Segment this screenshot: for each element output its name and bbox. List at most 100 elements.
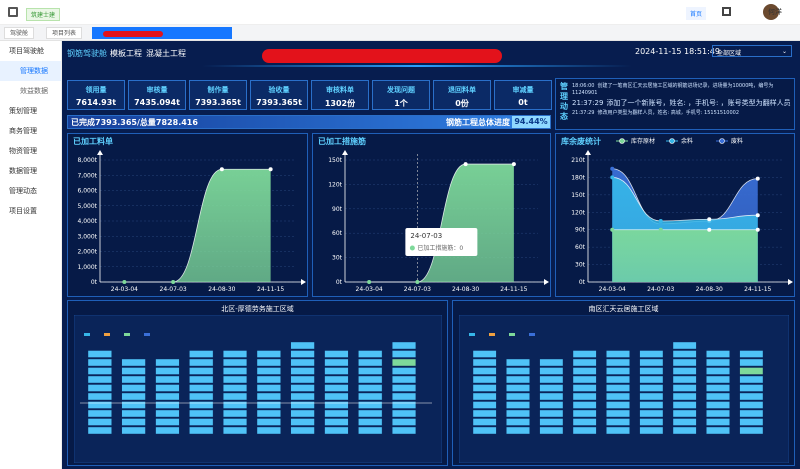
y-tick-label: 4,000t <box>77 218 97 225</box>
legend-swatch <box>124 333 130 336</box>
redaction <box>262 49 502 63</box>
zone-cell <box>392 418 417 426</box>
zone-cell <box>324 418 349 426</box>
zone-cell <box>121 384 146 392</box>
avatar[interactable] <box>763 4 779 20</box>
menu-item[interactable]: 策划管理 <box>9 107 37 115</box>
nav-item[interactable]: 模板工程 <box>110 49 142 58</box>
y-tick-label: 90t <box>575 227 586 234</box>
zone-cell <box>606 392 630 401</box>
menu-icon[interactable] <box>8 7 18 17</box>
zone-cell <box>324 350 349 358</box>
zone-cell <box>506 426 530 435</box>
zone-cell <box>189 384 214 392</box>
zone-cell <box>121 358 146 367</box>
zone-cell <box>739 426 764 435</box>
stat-label: 审核量 <box>146 86 168 94</box>
user-name[interactable]: 何洋 <box>768 8 782 16</box>
zone-cell <box>87 384 112 392</box>
zone-cell <box>87 358 112 367</box>
data-point <box>219 167 224 172</box>
zone-cell <box>739 418 764 426</box>
region-select[interactable]: 全部区域 ⌄ <box>712 45 792 57</box>
x-tick-label: 24-08-30 <box>696 286 723 293</box>
series-line <box>124 168 271 283</box>
zone-cell <box>290 375 315 384</box>
legend-dot <box>619 138 625 144</box>
legend-swatch <box>529 333 535 336</box>
zone-cell <box>121 409 146 418</box>
zone-cell <box>358 392 383 401</box>
zone-cell <box>392 358 417 367</box>
zone-cell <box>256 409 281 418</box>
zone-cell <box>572 367 597 375</box>
region-label: 全部区域 <box>717 50 742 57</box>
home-button[interactable]: 首页 <box>686 7 707 20</box>
zone-grid <box>74 315 442 463</box>
zone-cell <box>324 409 349 418</box>
zone-cell <box>324 375 349 384</box>
y-tick-label: 8,000t <box>77 157 97 164</box>
tab[interactable]: 驾驶舱 <box>4 27 35 39</box>
zone-cell <box>639 409 664 418</box>
menu-item[interactable]: 商务管理 <box>9 127 37 135</box>
menu-item[interactable]: 效益数据 <box>20 87 48 95</box>
data-point <box>658 227 663 232</box>
legend-swatch <box>509 333 515 336</box>
zone-cell <box>324 401 349 409</box>
zone-cell <box>672 401 697 409</box>
x-tick-label: 24-11-15 <box>257 286 284 293</box>
tooltip-text: 已加工措施筋：0 <box>417 244 463 252</box>
nav-item[interactable]: 混凝土工程 <box>146 49 186 58</box>
legend-dot <box>669 138 675 144</box>
zone-cell <box>506 392 530 401</box>
y-axis-arrow <box>342 150 348 155</box>
zone-cell <box>256 375 281 384</box>
news-text: 修改用户类型为翻样人员，姓名: 高城，手机号: 15151510002 <box>597 110 740 116</box>
sidebar: 项目驾驶舱管理数据效益数据策划管理商务管理物资管理数据管理管理动态项目设置 <box>0 41 62 469</box>
zone-cell <box>121 418 146 426</box>
zone-cell <box>256 358 281 367</box>
zone-cell <box>672 384 697 392</box>
zone-cell <box>706 409 730 418</box>
nav-item[interactable]: 钢筋驾驶舱 <box>67 49 107 58</box>
zone-cell <box>606 384 630 392</box>
menu-item[interactable]: 数据管理 <box>9 167 37 175</box>
chart-title: 已加工措施筋 <box>318 136 366 146</box>
chart: 已加工料单 0t 1,000t 2,000t 3,000t 4,000t 5,000t 6,0… <box>73 136 306 293</box>
zone-cell <box>222 384 248 392</box>
zone-cell <box>87 401 112 409</box>
menu-item[interactable]: 管理动态 <box>9 187 37 195</box>
chart: 库余废统计 0t 30t 60t 90t 120t 150t 180t 210t 24-03-04… <box>561 136 793 293</box>
y-tick-label: 7,000t <box>77 172 97 179</box>
news-item: 18:06:00 创建了一笔南区汇天云居施工区域的钢筋进场记录，进场量为10000… <box>572 83 792 97</box>
tab-active[interactable] <box>92 27 232 39</box>
zone-cell <box>639 375 664 384</box>
x-tick-label: 24-11-15 <box>744 286 771 293</box>
series-line <box>369 163 514 283</box>
zone-cell <box>392 350 417 358</box>
stat-value: 7435.094t <box>134 98 180 107</box>
zone-cell <box>572 375 597 384</box>
menu-item[interactable]: 管理数据 <box>0 61 61 81</box>
legend-swatch <box>84 333 90 336</box>
zone-cell <box>222 367 248 375</box>
zone-cell <box>189 367 214 375</box>
menu-item[interactable]: 项目驾驶舱 <box>9 47 44 55</box>
menu-item[interactable]: 项目设置 <box>9 207 37 215</box>
zone-cell <box>739 358 764 367</box>
tab[interactable]: 项目列表 <box>46 27 83 39</box>
zone-cell <box>222 392 248 401</box>
zone-cell <box>706 392 730 401</box>
zone-cell <box>506 384 530 392</box>
y-tick-label: 120t <box>571 209 585 216</box>
zone-cell <box>506 367 530 375</box>
tab-bar: 驾驶舱 项目列表 <box>0 25 800 41</box>
legend-label: 余料 <box>681 137 693 145</box>
x-axis-arrow <box>788 279 793 285</box>
fullscreen-icon[interactable] <box>722 7 731 16</box>
zone-cell <box>87 418 112 426</box>
zone-cell <box>155 358 180 367</box>
legend-swatch <box>104 333 110 336</box>
menu-item[interactable]: 物资管理 <box>9 147 37 155</box>
